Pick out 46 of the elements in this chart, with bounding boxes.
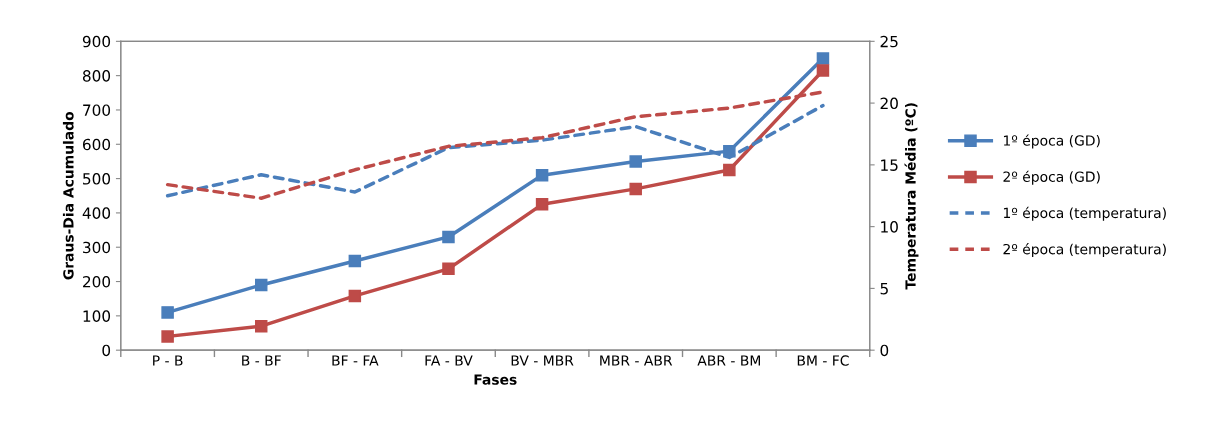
- x-axis-title: Fases: [474, 374, 517, 385]
- y-axis-title: Graus-Dia Acumulado: [62, 111, 74, 280]
- y-tick-label: 100: [83, 310, 111, 322]
- y-tick-label: 700: [83, 104, 111, 116]
- legend-label: 1º época (GD): [1003, 134, 1100, 149]
- x-tick-label: BF - FA: [332, 355, 379, 366]
- point: [816, 64, 830, 77]
- legend-label: 1º época (temperatura): [1003, 206, 1166, 221]
- point: [535, 198, 549, 211]
- point: [254, 319, 268, 333]
- y-tick-label: 500: [83, 173, 111, 185]
- y-tick-label: 400: [82, 207, 111, 219]
- point: [816, 52, 830, 65]
- x-tick-label: BM - FC: [797, 355, 849, 366]
- y-tick-label: 300: [83, 241, 111, 254]
- point: [629, 182, 642, 196]
- y2-tick-label: 20: [880, 97, 898, 110]
- x-tick-label: ABR - BM: [697, 355, 760, 366]
- point: [723, 163, 736, 177]
- x-tick-label: P - B: [153, 355, 183, 366]
- point: [535, 168, 549, 182]
- y-tick-label: 600: [82, 138, 111, 151]
- y2-tick-label: 5: [880, 283, 888, 295]
- y-tick-label: 800: [82, 70, 111, 82]
- point: [161, 330, 174, 343]
- x-tick-label: BV - MBR: [511, 355, 574, 366]
- point: [348, 254, 362, 268]
- point: [629, 155, 642, 168]
- point: [254, 278, 268, 292]
- point: [348, 289, 362, 303]
- legend-label: 2º época (GD): [1003, 170, 1100, 185]
- y2-axis-title: Temperatura Média (ºC): [904, 103, 919, 290]
- point: [161, 306, 174, 319]
- y-tick-label: 200: [83, 276, 111, 288]
- y2-tick-label: 0: [880, 344, 889, 357]
- y2-tick-label: 15: [881, 159, 898, 171]
- point: [442, 230, 455, 244]
- y-tick-label: 0: [102, 344, 111, 357]
- y2-tick-label: 25: [880, 35, 898, 48]
- y-tick-label: 900: [82, 35, 111, 48]
- x-tick-label: MBR - ABR: [600, 355, 673, 366]
- x-tick-label: B - BF: [242, 355, 281, 366]
- x-tick-label: FA - BV: [425, 355, 473, 366]
- y2-tick-label: 10: [881, 221, 898, 233]
- legend-label: 2º época (temperatura): [1003, 243, 1166, 258]
- point: [442, 262, 455, 276]
